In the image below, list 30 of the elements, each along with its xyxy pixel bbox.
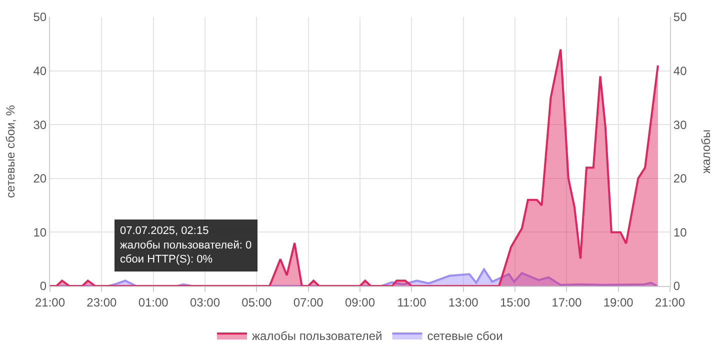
y-tick-label: 0 bbox=[40, 279, 47, 294]
x-tick-label: 05:00 bbox=[242, 295, 272, 310]
y-tick-label: 40 bbox=[33, 64, 47, 78]
x-tick-label: 21:00 bbox=[654, 295, 686, 310]
annotation: 07.07.2025, 02:15 жалобы пользователей: 0 сбои HTTP(S): 0% bbox=[120, 225, 252, 266]
x-tick-label: 19:00 bbox=[603, 295, 634, 310]
y-tick-label: 50 bbox=[33, 10, 47, 24]
y-axis-title: сетевые сбои, % bbox=[4, 104, 18, 198]
x-tick-label: 07:00 bbox=[293, 295, 324, 310]
x-tick-label: 21:00 bbox=[34, 295, 66, 310]
x-tick-label: 13:00 bbox=[448, 295, 479, 310]
legend-label: сетевые сбои bbox=[427, 329, 503, 344]
y2-tick-label: 50 bbox=[673, 10, 688, 24]
x-tick-label: 09:00 bbox=[344, 295, 376, 310]
x-tick-label: 11:00 bbox=[397, 295, 427, 310]
y2-tick-label: 30 bbox=[673, 118, 688, 132]
y2-tick-label: 40 bbox=[673, 64, 688, 78]
legend-label: жалобы пользователей bbox=[252, 329, 382, 344]
y-tick-label: 20 bbox=[33, 172, 47, 186]
y-tick-label: 30 bbox=[33, 118, 47, 132]
x-tick-label: 03:00 bbox=[190, 295, 220, 310]
y2-tick-label: 20 bbox=[673, 172, 688, 186]
y2-tick-label: 0 bbox=[673, 279, 680, 294]
y2-tick-label: 10 bbox=[673, 225, 688, 240]
x-tick-label: 01:00 bbox=[138, 295, 169, 310]
y2-axis-title: жалобы bbox=[698, 129, 713, 174]
x-tick-label: 23:00 bbox=[86, 295, 118, 310]
x-tick-label: 15:00 bbox=[500, 295, 530, 310]
x-tick-label: 17:00 bbox=[552, 295, 582, 310]
y-tick-label: 10 bbox=[33, 225, 47, 240]
